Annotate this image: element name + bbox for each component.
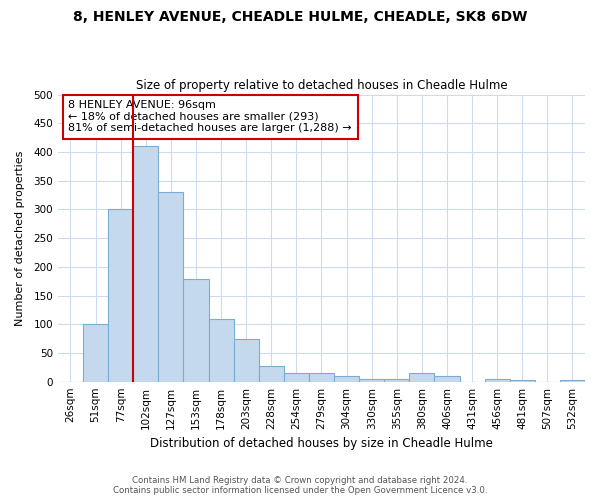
Text: 8 HENLEY AVENUE: 96sqm
← 18% of detached houses are smaller (293)
81% of semi-de: 8 HENLEY AVENUE: 96sqm ← 18% of detached… — [68, 100, 352, 134]
Bar — [184, 280, 209, 382]
Bar — [133, 146, 158, 382]
Bar — [309, 373, 334, 382]
Text: Contains HM Land Registry data © Crown copyright and database right 2024.
Contai: Contains HM Land Registry data © Crown c… — [113, 476, 487, 495]
Bar — [284, 373, 309, 382]
Bar — [158, 192, 184, 382]
Bar — [409, 373, 434, 382]
Bar — [510, 380, 535, 382]
Bar — [233, 338, 259, 382]
Bar — [485, 379, 510, 382]
Bar — [560, 380, 585, 382]
Bar — [384, 379, 409, 382]
Bar — [209, 318, 233, 382]
Bar — [334, 376, 359, 382]
Bar — [83, 324, 108, 382]
Text: 8, HENLEY AVENUE, CHEADLE HULME, CHEADLE, SK8 6DW: 8, HENLEY AVENUE, CHEADLE HULME, CHEADLE… — [73, 10, 527, 24]
Bar — [434, 376, 460, 382]
Bar — [108, 210, 133, 382]
Y-axis label: Number of detached properties: Number of detached properties — [15, 150, 25, 326]
Bar — [359, 379, 384, 382]
X-axis label: Distribution of detached houses by size in Cheadle Hulme: Distribution of detached houses by size … — [150, 437, 493, 450]
Bar — [259, 366, 284, 382]
Title: Size of property relative to detached houses in Cheadle Hulme: Size of property relative to detached ho… — [136, 79, 507, 92]
